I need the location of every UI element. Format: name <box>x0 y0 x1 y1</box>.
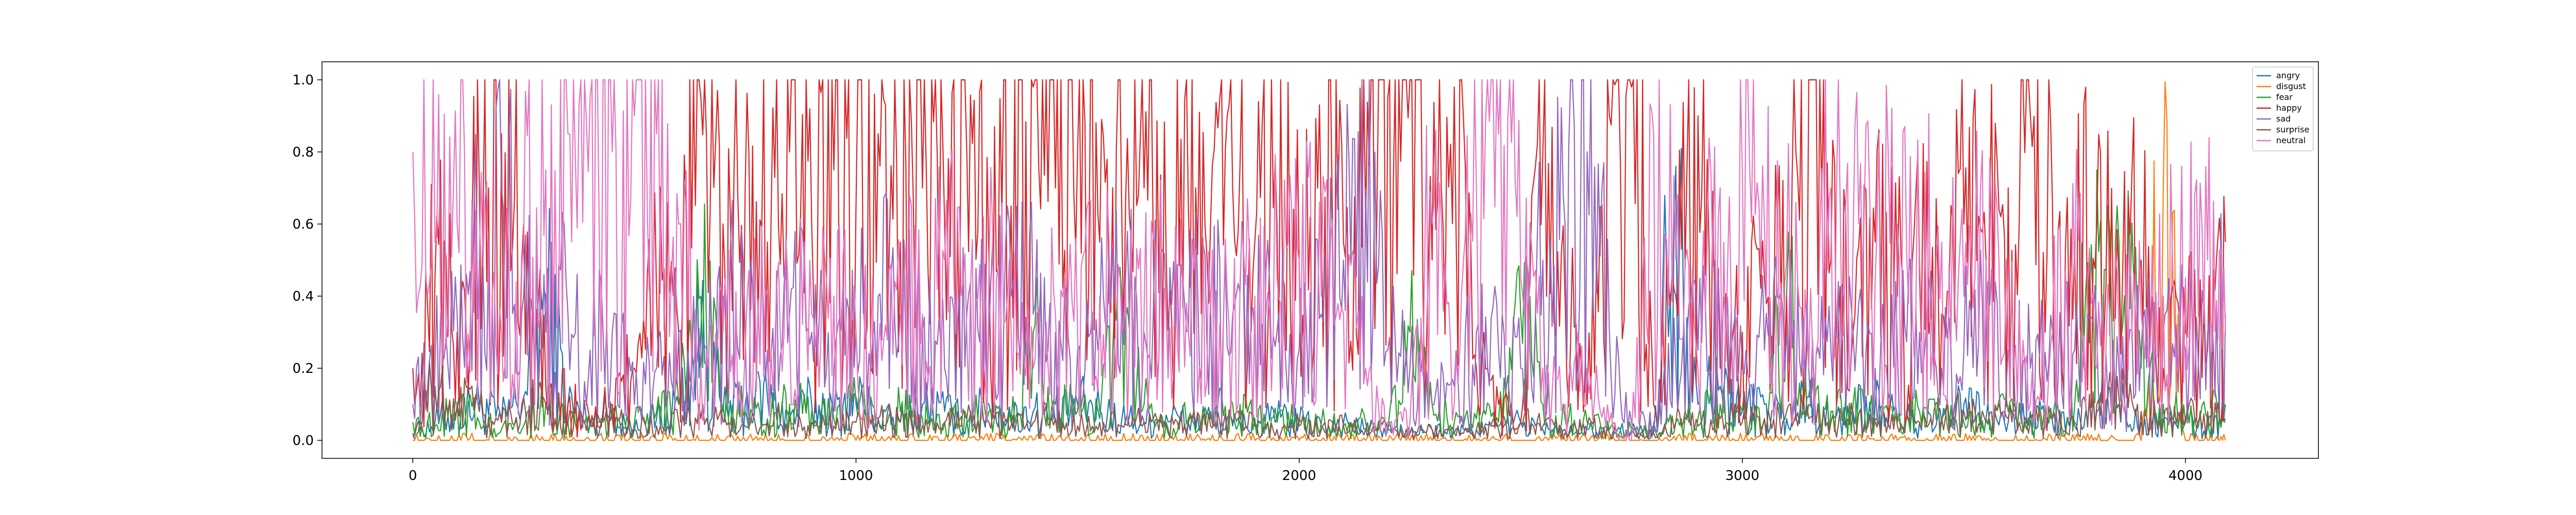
legend-label-surprise: surprise <box>2276 125 2309 134</box>
y-tick-label: 0.8 <box>293 145 314 160</box>
legend-label-angry: angry <box>2276 71 2300 80</box>
legend-label-sad: sad <box>2276 114 2291 124</box>
legend-label-neutral: neutral <box>2276 135 2306 145</box>
series-line-sad <box>412 79 2226 438</box>
series-line-fear <box>412 169 2226 440</box>
x-tick-label: 0 <box>409 468 417 484</box>
y-tick-label: 0.0 <box>293 433 314 449</box>
x-tick-label: 3000 <box>1725 468 1759 484</box>
x-tick-label: 4000 <box>2168 468 2202 484</box>
y-tick-label: 0.4 <box>293 289 314 304</box>
x-axis: 0 1000 2000 3000 4000 <box>409 458 2202 484</box>
y-tick-label: 1.0 <box>293 73 314 88</box>
y-axis: 0.0 0.2 0.4 0.6 0.8 1.0 <box>293 73 322 449</box>
legend-label-happy: happy <box>2276 103 2302 113</box>
series-line-neutral <box>412 79 2226 441</box>
y-tick-label: 0.6 <box>293 217 314 232</box>
series-layer <box>412 79 2226 441</box>
legend-label-fear: fear <box>2276 92 2293 102</box>
y-tick-label: 0.2 <box>293 361 314 376</box>
x-tick-label: 2000 <box>1282 468 1316 484</box>
plot-frame <box>321 61 2319 459</box>
series-line-happy <box>412 79 2226 438</box>
x-tick-label: 1000 <box>839 468 873 484</box>
legend-label-disgust: disgust <box>2276 81 2306 91</box>
series-line-disgust <box>413 81 2226 441</box>
series-line-surprise <box>412 362 2226 440</box>
